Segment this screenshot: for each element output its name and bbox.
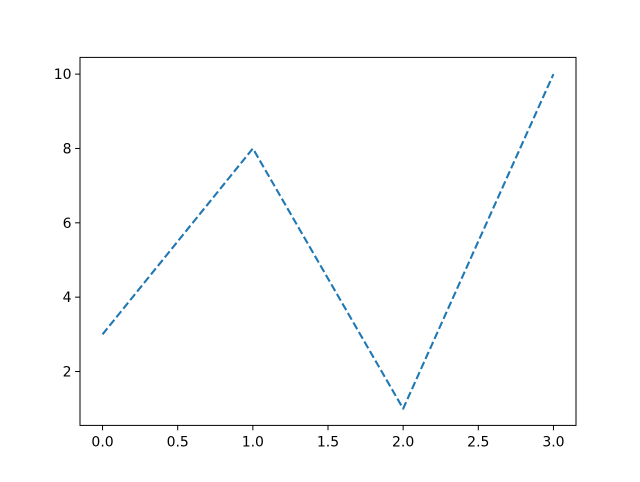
x-axis-tick-label: 1.0: [242, 434, 264, 450]
y-axis-tick-label: 2: [63, 365, 72, 381]
data-line: [101, 73, 555, 410]
plot-area: [80, 57, 576, 426]
y-axis-tick-label: 4: [63, 290, 72, 306]
x-axis-tick-label: 0.5: [167, 434, 189, 450]
y-axis-tick-label: 10: [54, 67, 72, 83]
x-axis-tick-label: 2.5: [467, 434, 489, 450]
y-axis-tick-label: 6: [63, 216, 72, 232]
x-axis-tick-label: 0.0: [91, 434, 113, 450]
y-axis-tick-label: 8: [63, 141, 72, 157]
x-axis-tick-label: 2.0: [392, 434, 414, 450]
plot-border: [79, 56, 577, 426]
x-axis-tick-label: 1.5: [317, 434, 339, 450]
x-axis-tick-label: 3.0: [542, 434, 564, 450]
